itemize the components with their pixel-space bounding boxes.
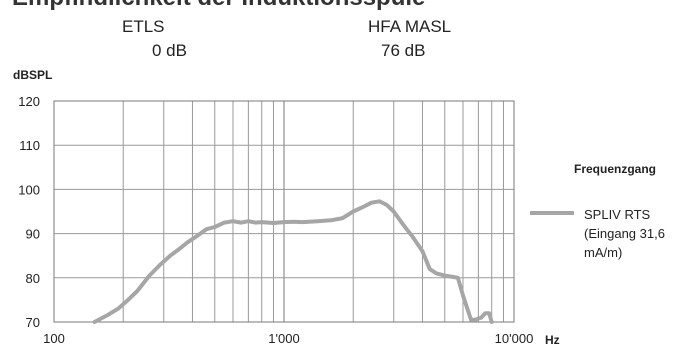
plot-border (53, 100, 515, 323)
page-title: Empfindlichkeit der Induktionsspule (12, 0, 425, 12)
y-tick-label: 110 (19, 138, 40, 153)
hfa-masl-value: 76 dB (381, 41, 426, 60)
axis-ticks: 70 80 90 100 110 120 100 1'000 10'000 (18, 94, 533, 346)
x-tick-label: 10'000 (495, 331, 534, 346)
x-tick-label: 1'000 (268, 331, 299, 346)
y-tick-label: 80 (26, 271, 40, 286)
series-layer (92, 199, 494, 324)
etls-value: 0 dB (152, 41, 187, 60)
etls-label: ETLS (122, 17, 165, 36)
y-tick-label: 120 (18, 94, 40, 109)
y-tick-label: 100 (18, 182, 40, 197)
legend-swatch (530, 211, 574, 215)
x-tick-label: 100 (43, 331, 65, 346)
y-tick-label: 70 (26, 315, 40, 330)
grid (53, 100, 515, 323)
y-tick-label: 90 (26, 227, 40, 242)
y-axis-label: dBSPL (13, 68, 53, 82)
x-axis-label: Hz (545, 333, 560, 347)
hfa-masl-label: HFA MASL (368, 17, 452, 36)
legend-title: Frequenzgang (574, 162, 657, 176)
legend-series-label: SPLIV RTS (Eingang 31,6 mA/m) (584, 207, 665, 260)
series-line (92, 199, 494, 324)
